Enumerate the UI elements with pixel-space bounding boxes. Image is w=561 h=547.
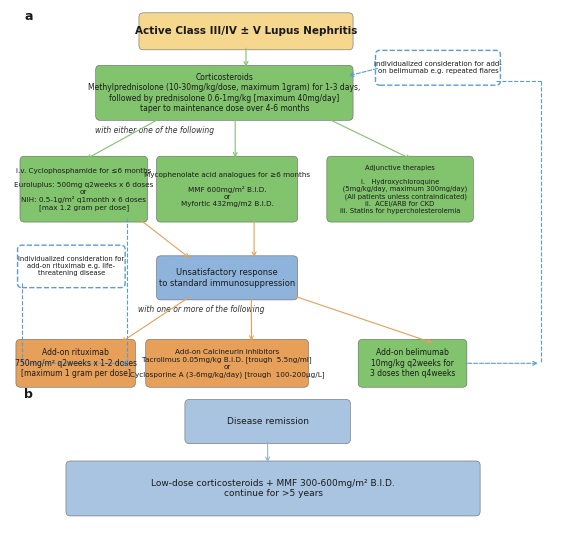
FancyBboxPatch shape xyxy=(66,461,480,516)
Text: Mycophenolate acid analogues for ≥6 months

MMF 600mg/m² B.I.D.
or
Myfortic 432m: Mycophenolate acid analogues for ≥6 mont… xyxy=(144,172,310,207)
Text: Active Class III/IV ± V Lupus Nephritis: Active Class III/IV ± V Lupus Nephritis xyxy=(135,26,357,36)
Text: Add-on Calcineurin inhibitors
Tacrolimus 0.05mg/kg B.I.D. [trough  5.5ng/ml]
or
: Add-on Calcineurin inhibitors Tacrolimus… xyxy=(130,349,324,377)
Text: a: a xyxy=(24,9,33,22)
FancyBboxPatch shape xyxy=(16,339,135,387)
FancyBboxPatch shape xyxy=(327,156,473,222)
Text: with either one of the following: with either one of the following xyxy=(95,126,214,136)
FancyBboxPatch shape xyxy=(157,156,298,222)
Text: Add-on rituximab
750mg/m² q2weeks x 1-2 doses
[maximum 1 gram per dose]: Add-on rituximab 750mg/m² q2weeks x 1-2 … xyxy=(15,348,137,378)
Text: Individualized consideration for add-
on belimumab e.g. repeated flares: Individualized consideration for add- on… xyxy=(374,61,502,74)
FancyBboxPatch shape xyxy=(375,50,500,85)
Text: with one or more of the following: with one or more of the following xyxy=(138,305,264,314)
Text: Low-dose corticosteroids + MMF 300-600mg/m² B.I.D.
continue for >5 years: Low-dose corticosteroids + MMF 300-600mg… xyxy=(151,479,395,498)
FancyBboxPatch shape xyxy=(157,256,298,300)
Text: Adjunctive therapies

i.   Hydroxychloroquine
     (5mg/kg/day, maximum 300mg/da: Adjunctive therapies i. Hydroxychloroqui… xyxy=(333,165,468,214)
FancyBboxPatch shape xyxy=(139,13,353,50)
Text: Add-on belimumab
10mg/kg q2weeks for
3 doses then q4weeks: Add-on belimumab 10mg/kg q2weeks for 3 d… xyxy=(370,348,455,378)
FancyBboxPatch shape xyxy=(185,399,351,444)
Text: Corticosteroids
Methylprednisolone (10-30mg/kg/dose, maximum 1gram) for 1-3 days: Corticosteroids Methylprednisolone (10-3… xyxy=(88,73,361,113)
FancyBboxPatch shape xyxy=(20,156,148,222)
Text: b: b xyxy=(24,388,33,401)
FancyBboxPatch shape xyxy=(146,339,309,387)
Text: i.v. Cyclophosphamide for ≤6 months

Euroluplus: 500mg q2weeks x 6 doses
or
NIH:: i.v. Cyclophosphamide for ≤6 months Euro… xyxy=(14,168,154,211)
Text: Individualized consideration for
add-on rituximab e.g. life-
threatening disease: Individualized consideration for add-on … xyxy=(18,257,125,276)
FancyBboxPatch shape xyxy=(17,245,125,288)
FancyBboxPatch shape xyxy=(96,65,353,120)
FancyBboxPatch shape xyxy=(358,339,467,387)
Text: Unsatisfactory response
to standard immunosuppression: Unsatisfactory response to standard immu… xyxy=(159,268,295,288)
Text: Disease remission: Disease remission xyxy=(227,417,309,426)
